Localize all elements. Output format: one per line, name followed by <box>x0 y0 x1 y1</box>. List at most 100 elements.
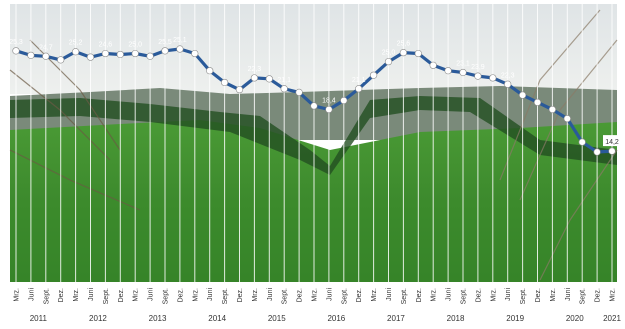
data-point <box>265 75 273 83</box>
data-point <box>489 74 497 82</box>
data-point <box>206 67 214 75</box>
year-label: 2018 <box>447 314 465 323</box>
data-label: 25,6 <box>397 41 411 48</box>
data-point <box>474 72 482 80</box>
data-point <box>42 52 50 60</box>
x-tick-label: Juni <box>207 288 214 301</box>
data-label: 25,0 <box>128 42 142 49</box>
x-tick-label: Juni <box>505 288 512 301</box>
data-label: 18,4 <box>322 98 336 105</box>
x-tick-label: Mrz. <box>133 288 140 302</box>
data-label: 22,3 <box>248 66 262 73</box>
quarter-gridlines <box>15 0 613 282</box>
x-tick-label: Sept. <box>580 288 587 304</box>
data-label: 25,3 <box>9 39 23 46</box>
dark-tree-band <box>10 96 617 175</box>
x-tick-label: Juni <box>565 288 572 301</box>
data-point <box>578 138 586 146</box>
year-label: 2012 <box>89 314 107 323</box>
x-tick-label: Dez. <box>177 288 184 302</box>
data-label: 24,6 <box>99 42 113 49</box>
x-tick-label: Sept. <box>43 288 50 304</box>
x-tick-label: Mrz. <box>610 288 617 302</box>
x-tick-label: Juni <box>88 288 95 301</box>
x-tick-label: Mrz. <box>192 288 199 302</box>
x-tick-label: Mrz. <box>431 288 438 302</box>
x-tick-label: Juni <box>446 288 453 301</box>
x-tick-label: Dez. <box>595 288 602 302</box>
data-point <box>250 74 258 82</box>
data-label: 23,1 <box>456 61 470 68</box>
data-point <box>57 56 65 64</box>
x-tick-label: Mrz. <box>252 288 259 302</box>
year-label: 2014 <box>208 314 226 323</box>
data-label-box <box>603 135 621 147</box>
data-point <box>370 71 378 79</box>
x-tick-label: Dez. <box>237 288 244 302</box>
year-label: 2011 <box>30 314 48 323</box>
x-tick-label: Dez. <box>58 288 65 302</box>
x-tick-label: Sept. <box>461 288 468 304</box>
x-tick-label: Dez. <box>475 288 482 302</box>
right-tree-branches <box>499 9 618 281</box>
data-point <box>310 102 318 110</box>
data-point <box>533 98 542 106</box>
data-labels-layer: 25,3 24,7 25,2 24,6 25,0 25,5 25,1 22,3 21,1 18,4… <box>9 37 621 147</box>
x-tick-label: Dez. <box>535 288 542 302</box>
data-label: 23,9 <box>471 64 485 71</box>
year-label: 2017 <box>387 314 405 323</box>
data-point <box>101 49 109 58</box>
x-tick-label: Sept. <box>282 288 289 304</box>
data-label: 25,0 <box>382 50 396 57</box>
x-tick-label: Mrz. <box>312 288 319 302</box>
data-point <box>340 96 348 105</box>
year-label: 2020 <box>566 314 584 323</box>
data-label: 21,1 <box>352 77 366 84</box>
data-point <box>116 50 124 59</box>
data-label: 25,1 <box>173 37 187 44</box>
x-tick-label: Juni <box>326 288 333 301</box>
data-point <box>176 45 184 53</box>
data-point <box>459 68 467 77</box>
x-tick-label: Sept. <box>163 288 170 304</box>
data-point <box>593 148 601 156</box>
year-label: 2013 <box>149 314 167 323</box>
data-point <box>518 91 527 99</box>
x-tick-label: Dez. <box>356 288 363 302</box>
x-tick-label: Sept. <box>341 288 348 304</box>
data-point <box>548 105 557 114</box>
markers-layer <box>12 45 616 156</box>
data-label: 14,2 <box>605 139 619 146</box>
data-point <box>191 49 199 58</box>
x-tick-label: Juni <box>267 288 274 301</box>
x-tick-label: Sept. <box>222 288 229 304</box>
data-point <box>86 53 95 61</box>
x-tick-label: Mrz. <box>14 288 21 302</box>
x-tick-label: Mrz. <box>371 288 378 302</box>
data-point <box>384 58 393 66</box>
data-point <box>608 147 616 155</box>
x-tick-label: Dez. <box>297 288 304 302</box>
x-axis: Mrz. Juni Sept. Dez. Mrz. Juni Sept. Dez. Mrz. Ju… <box>14 288 622 323</box>
data-point <box>280 85 288 93</box>
x-tick-label: Dez. <box>118 288 125 302</box>
data-point <box>161 47 169 55</box>
data-label: 25,5 <box>158 39 172 46</box>
data-point <box>414 49 422 58</box>
data-point <box>355 85 363 93</box>
x-tick-label: Mrz. <box>490 288 497 302</box>
year-label: 2015 <box>268 314 286 323</box>
x-tick-label: Sept. <box>103 288 110 304</box>
year-label: 2019 <box>506 314 524 323</box>
year-label: 2021 <box>603 314 621 323</box>
x-tick-label: Juni <box>28 288 35 301</box>
data-point <box>295 88 303 96</box>
data-point <box>131 49 139 58</box>
data-point <box>399 49 408 57</box>
x-tick-label: Juni <box>386 288 393 301</box>
x-tick-label: Sept. <box>401 288 408 304</box>
data-point <box>71 48 80 56</box>
x-tick-label: Sept. <box>520 288 527 304</box>
data-point <box>429 61 437 69</box>
